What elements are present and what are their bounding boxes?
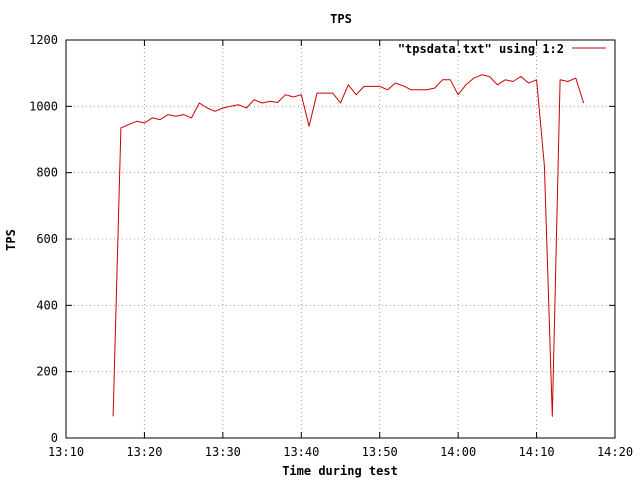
- x-tick-label: 14:00: [440, 445, 476, 459]
- x-tick-label: 14:20: [597, 445, 633, 459]
- legend-label: "tpsdata.txt" using 1:2: [398, 42, 564, 56]
- legend: "tpsdata.txt" using 1:2: [398, 42, 606, 56]
- x-tick-label: 13:50: [362, 445, 398, 459]
- axis-ticks: 13:10 13:20 13:30 13:40 13:50 14:00 14:10 14:20…: [29, 33, 633, 459]
- y-tick-label: 1000: [29, 99, 58, 113]
- series-layer: [112, 74, 585, 417]
- y-axis-label: TPS: [4, 229, 18, 251]
- y-tick-label: 0: [51, 431, 58, 445]
- plot-frame: [65, 39, 616, 439]
- y-tick-label: 600: [36, 232, 58, 246]
- series-line: [112, 74, 585, 417]
- y-tick-label: 1200: [29, 33, 58, 47]
- x-tick-label: 13:30: [205, 445, 241, 459]
- y-tick-label: 400: [36, 298, 58, 312]
- grid: [66, 40, 615, 438]
- x-tick-label: 13:20: [126, 445, 162, 459]
- chart-title: TPS: [330, 12, 352, 26]
- y-tick-label: 200: [36, 365, 58, 379]
- x-tick-label: 13:40: [283, 445, 319, 459]
- x-tick-label: 14:10: [519, 445, 555, 459]
- y-tick-label: 800: [36, 166, 58, 180]
- x-axis-label: Time during test: [282, 464, 398, 478]
- x-tick-label: 13:10: [48, 445, 84, 459]
